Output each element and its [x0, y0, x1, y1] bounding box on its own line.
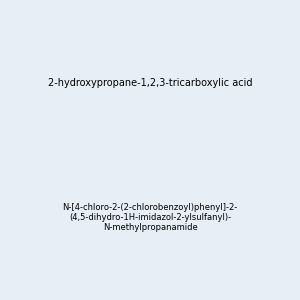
Text: N-[4-chloro-2-(2-chlorobenzoyl)phenyl]-2-
(4,5-dihydro-1H-imidazol-2-ylsulfanyl): N-[4-chloro-2-(2-chlorobenzoyl)phenyl]-2…: [62, 202, 238, 232]
Text: 2-hydroxypropane-1,2,3-tricarboxylic acid: 2-hydroxypropane-1,2,3-tricarboxylic aci…: [48, 77, 252, 88]
